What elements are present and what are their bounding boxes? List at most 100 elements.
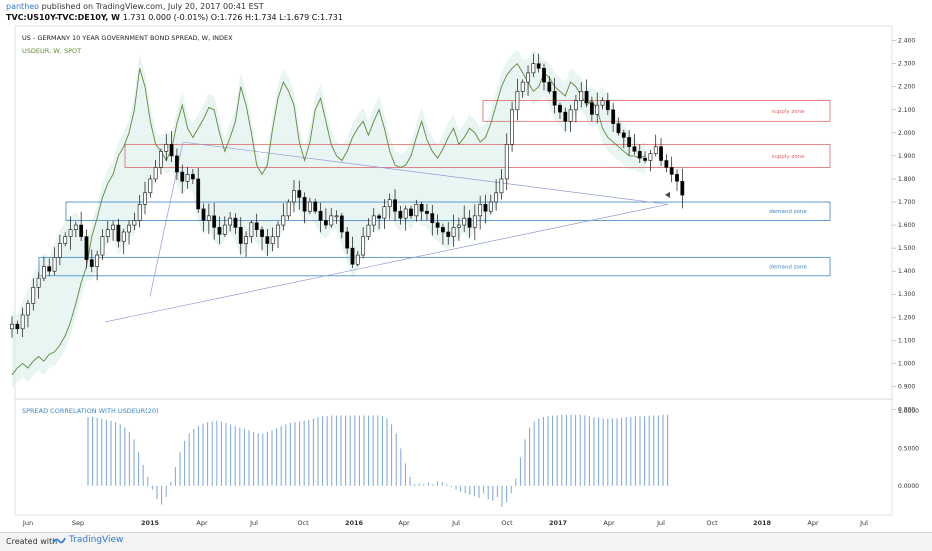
symbol-label: TVC:US10Y-TVC:DE10Y, W: [6, 13, 120, 22]
y-tick-label: 0.900: [898, 383, 915, 390]
y-tick-label: 1.400: [898, 268, 915, 275]
candle-body: [387, 199, 392, 207]
triangle-trendline[interactable]: [104, 203, 669, 323]
corr-y-tick-label: 1.0000: [898, 408, 919, 415]
candle-body: [574, 100, 578, 111]
candle-body: [180, 171, 185, 182]
candle-body: [547, 81, 552, 92]
candle-body: [233, 217, 238, 228]
candle-body: [143, 192, 147, 205]
candle-body: [456, 224, 461, 228]
y-tick-label: 1.000: [898, 360, 915, 367]
candle-body: [611, 109, 616, 124]
candle-body: [84, 236, 89, 260]
candle-body: [164, 144, 169, 152]
candle-body: [467, 217, 472, 228]
x-tick-label: Jul: [656, 519, 665, 527]
candle-body: [430, 213, 435, 224]
candle-body: [265, 236, 270, 244]
candle-body: [42, 266, 46, 279]
tradingview-brand[interactable]: TradingView: [52, 535, 123, 545]
candle-body: [116, 224, 121, 242]
publisher-name[interactable]: pantheo: [6, 2, 40, 11]
candle-body: [403, 208, 408, 219]
candle-body: [371, 215, 376, 226]
corr-y-tick-label: 0.0000: [898, 483, 919, 490]
candle-body: [89, 259, 94, 267]
candle-body: [510, 109, 514, 145]
y-tick-label: 0.800: [898, 407, 915, 414]
x-tick-label: Oct: [501, 519, 513, 527]
candle-body: [478, 204, 483, 217]
candle-body: [441, 227, 445, 233]
candle-body: [292, 190, 296, 203]
candle-body: [536, 63, 541, 69]
corr-y-tick-label: 0.5000: [898, 445, 919, 452]
candle-body: [361, 236, 366, 256]
x-tick-label: Apr: [398, 519, 410, 527]
candle-body: [552, 91, 557, 106]
candle-body: [589, 102, 594, 115]
candle-body: [595, 104, 600, 115]
triangle-trendline[interactable]: [182, 141, 669, 205]
candle-body: [366, 224, 371, 237]
candle-body: [462, 217, 467, 226]
candle-body: [57, 243, 62, 258]
candle-body: [10, 323, 14, 330]
candle-body: [206, 215, 211, 221]
candle-body: [20, 314, 25, 330]
x-tick-label: 2016: [345, 519, 364, 527]
y-tick-label: 2.200: [898, 84, 915, 91]
candle-body: [542, 67, 546, 83]
candle-body: [302, 197, 307, 212]
x-tick-label: Oct: [297, 519, 309, 527]
x-tick-label: 2017: [549, 519, 567, 527]
candle-body: [579, 91, 584, 101]
chart-canvas[interactable]: supply zone supply zone demand zone demand …: [0, 0, 932, 532]
candle-body: [520, 81, 525, 92]
candle-body: [47, 266, 52, 272]
candle-body: [79, 224, 84, 237]
candle-body: [659, 146, 663, 161]
x-tick-label: Apr: [196, 519, 208, 527]
supply-zone-label: supply zone: [772, 154, 806, 160]
supply-zone-box[interactable]: [482, 100, 831, 122]
candle-body: [637, 150, 642, 159]
candle-body: [515, 91, 520, 111]
tradingview-logo-icon: [52, 537, 66, 544]
candle-body: [63, 236, 68, 244]
candle-body: [31, 287, 36, 304]
candle-body: [669, 167, 674, 175]
correlation-pane-frame: [14, 398, 893, 516]
supply-zone-box[interactable]: [124, 143, 831, 168]
candle-body: [121, 231, 126, 242]
candle-body: [217, 227, 222, 235]
footer-bar: Created with TradingView: [0, 532, 932, 551]
candle-body: [568, 109, 573, 122]
legend-usdeur: USDEUR, W, SPOT: [22, 47, 81, 55]
x-tick-label: Jul: [249, 519, 258, 527]
y-tick-label: 1.500: [898, 245, 915, 252]
demand-zone-box[interactable]: [38, 256, 831, 277]
candle-body: [435, 222, 440, 228]
y-tick-label: 2.300: [898, 61, 915, 68]
candle-body: [238, 227, 243, 244]
candle-body: [254, 222, 259, 230]
candle-body: [653, 146, 658, 154]
candle-body: [127, 224, 131, 233]
x-tick-label: Jul: [859, 519, 868, 527]
x-tick-label: Apr: [807, 519, 819, 527]
demand-zone-box[interactable]: [65, 201, 831, 221]
candle-body: [26, 303, 30, 316]
candle-body: [472, 215, 477, 228]
candle-body: [169, 144, 174, 157]
candle-body: [111, 224, 115, 230]
candle-body: [175, 155, 179, 173]
candle-body: [675, 174, 679, 182]
candle-body: [531, 63, 536, 74]
candle-body: [425, 210, 429, 214]
candle-body: [483, 204, 488, 212]
candle-body: [318, 210, 323, 221]
candle-body: [308, 201, 312, 212]
candle-body: [600, 100, 605, 106]
